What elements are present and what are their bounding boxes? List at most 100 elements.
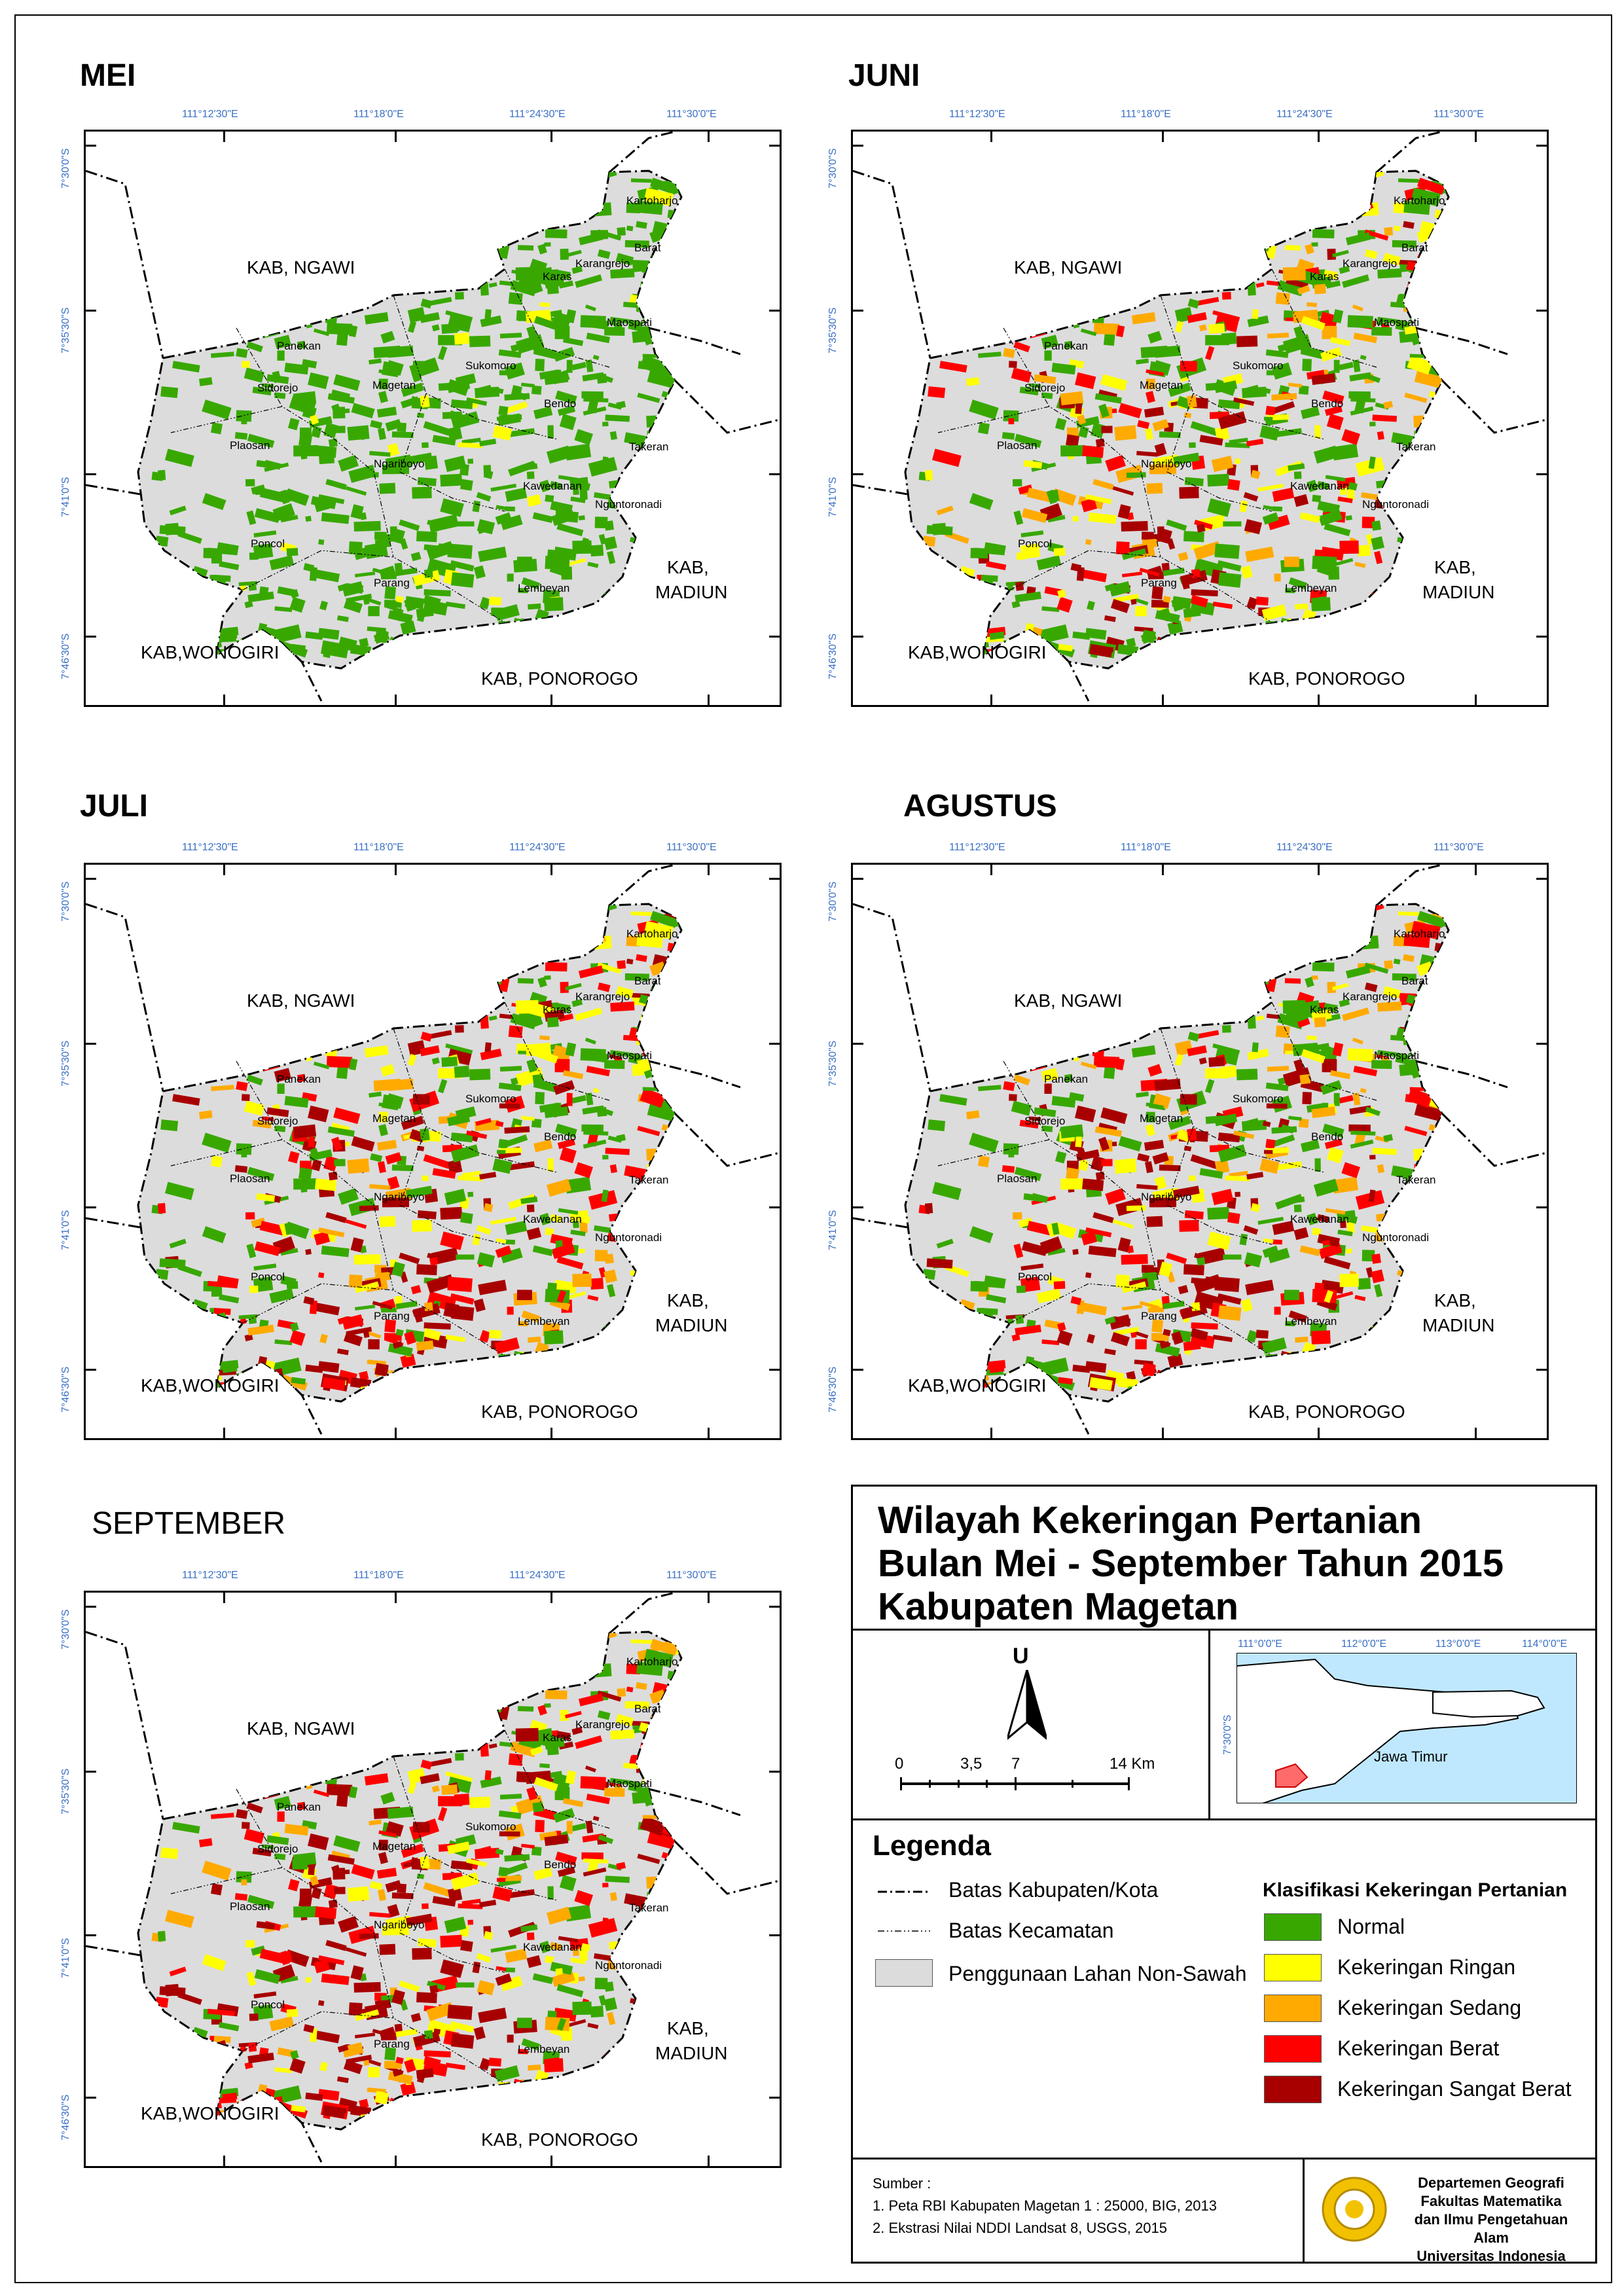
paddy-patch xyxy=(431,1057,440,1065)
paddy-patch xyxy=(505,1967,515,1973)
paddy-patch xyxy=(195,611,207,626)
paddy-patch xyxy=(369,1184,391,1190)
paddy-patch xyxy=(382,1661,398,1672)
paddy-patch xyxy=(230,215,240,228)
paddy-patch xyxy=(1072,631,1091,640)
paddy-patch xyxy=(379,175,392,183)
paddy-patch xyxy=(598,373,614,383)
paddy-patch xyxy=(559,1147,577,1164)
paddy-patch xyxy=(247,2052,274,2064)
paddy-patch xyxy=(423,421,451,436)
paddy-patch xyxy=(1147,574,1164,580)
paddy-patch xyxy=(347,1886,370,1902)
paddy-patch xyxy=(1079,246,1091,255)
paddy-patch xyxy=(602,1883,609,1888)
paddy-patch xyxy=(1003,1081,1015,1091)
paddy-patch xyxy=(1374,551,1383,564)
paddy-patch xyxy=(553,1808,575,1823)
paddy-patch xyxy=(293,1906,318,1918)
paddy-patch xyxy=(381,947,390,954)
paddy-patch xyxy=(364,1773,389,1786)
kecamatan-label-bendo: Bendo xyxy=(1311,1130,1344,1143)
paddy-patch xyxy=(965,1110,980,1119)
paddy-patch xyxy=(380,1307,397,1313)
paddy-patch xyxy=(558,1013,574,1022)
paddy-patch xyxy=(556,556,567,570)
paddy-patch xyxy=(505,506,515,512)
paddy-patch xyxy=(1267,920,1276,933)
institution-line-4: Universitas Indonesia xyxy=(1416,2248,1566,2264)
paddy-patch xyxy=(1402,1315,1422,1321)
paddy-patch xyxy=(386,177,394,186)
paddy-patch xyxy=(589,1384,606,1398)
paddy-patch xyxy=(674,418,681,425)
paddy-patch xyxy=(1085,628,1107,640)
paddy-patch xyxy=(475,1117,492,1127)
scale-bar: 0 3,5 7 14 Km xyxy=(895,1755,1175,1801)
paddy-patch xyxy=(521,1310,541,1323)
paddy-patch xyxy=(310,1148,319,1158)
paddy-patch xyxy=(583,1130,609,1136)
paddy-patch xyxy=(503,1134,528,1148)
paddy-patch xyxy=(1223,645,1233,658)
paddy-patch xyxy=(429,1669,443,1677)
paddy-patch xyxy=(1214,1113,1238,1127)
paddy-patch xyxy=(550,179,566,185)
paddy-patch xyxy=(145,913,169,928)
paddy-patch xyxy=(492,1886,513,1902)
paddy-patch xyxy=(387,345,414,358)
paddy-patch xyxy=(420,298,433,309)
kecamatan-label-maospati: Maospati xyxy=(1374,1049,1419,1062)
paddy-patch xyxy=(555,507,563,513)
paddy-patch xyxy=(609,1892,617,1902)
paddy-patch xyxy=(163,1341,189,1355)
paddy-patch xyxy=(679,1867,681,1871)
paddy-patch xyxy=(978,352,1001,358)
paddy-patch xyxy=(515,266,539,281)
paddy-patch xyxy=(378,1839,388,1851)
paddy-patch xyxy=(1110,187,1132,196)
paddy-patch xyxy=(249,935,272,948)
paddy-patch xyxy=(421,1667,435,1681)
paddy-patch xyxy=(649,456,664,465)
paddy-patch xyxy=(1324,556,1334,570)
paddy-patch xyxy=(685,993,703,1007)
paddy-patch xyxy=(461,437,481,444)
paddy-patch xyxy=(225,1027,244,1039)
paddy-patch xyxy=(374,2091,389,2105)
paddy-patch xyxy=(401,1732,418,1743)
paddy-patch xyxy=(555,1240,563,1246)
paddy-patch xyxy=(308,1877,333,1889)
paddy-patch xyxy=(284,1824,309,1836)
paddy-patch xyxy=(508,1025,523,1038)
paddy-patch xyxy=(651,528,666,544)
paddy-patch xyxy=(1299,385,1309,395)
paddy-patch xyxy=(1265,349,1289,358)
paddy-patch xyxy=(284,1222,293,1235)
paddy-patch xyxy=(219,2021,240,2032)
paddy-patch xyxy=(665,2002,681,2014)
paddy-patch xyxy=(1121,548,1147,560)
paddy-patch xyxy=(456,1254,475,1260)
paddy-patch xyxy=(1322,507,1330,513)
paddy-patch xyxy=(1183,607,1201,618)
paddy-patch xyxy=(341,200,359,212)
paddy-patch xyxy=(432,1896,456,1907)
paddy-patch xyxy=(650,911,678,928)
paddy-patch xyxy=(970,1328,997,1335)
paddy-patch xyxy=(404,1331,416,1345)
paddy-patch xyxy=(353,520,381,532)
paddy-patch xyxy=(683,1377,711,1393)
paddy-patch xyxy=(387,1806,414,1819)
paddy-patch xyxy=(1340,488,1346,496)
paddy-patch xyxy=(1091,236,1111,244)
paddy-patch xyxy=(304,1710,313,1717)
paddy-patch xyxy=(1123,990,1137,996)
paddy-patch xyxy=(269,2016,295,2032)
paddy-patch xyxy=(314,2031,340,2044)
paddy-patch xyxy=(365,1654,378,1661)
paddy-patch xyxy=(1148,947,1157,954)
paddy-patch xyxy=(908,575,929,590)
paddy-patch xyxy=(1136,184,1161,196)
paddy-patch xyxy=(388,1646,408,1662)
